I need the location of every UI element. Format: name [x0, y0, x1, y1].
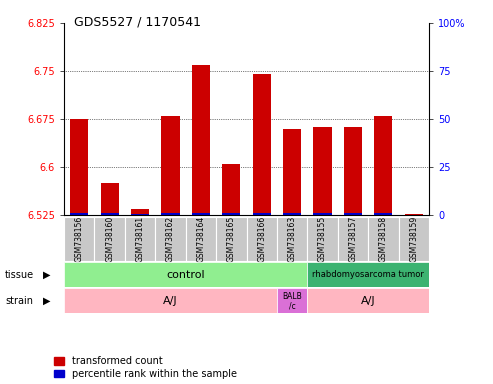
Bar — [405, 214, 423, 215]
Bar — [125, 217, 155, 261]
Text: GSM738157: GSM738157 — [349, 216, 357, 262]
Text: GSM738164: GSM738164 — [196, 216, 206, 262]
Bar — [131, 214, 149, 215]
Legend: transformed count, percentile rank within the sample: transformed count, percentile rank withi… — [54, 356, 237, 379]
Bar — [314, 127, 332, 215]
Bar — [161, 213, 179, 215]
Text: GSM738160: GSM738160 — [105, 216, 114, 262]
Text: A/J: A/J — [361, 296, 375, 306]
Bar — [277, 217, 307, 261]
Bar — [216, 217, 246, 261]
Bar — [344, 213, 362, 215]
Bar — [70, 119, 88, 215]
Text: GSM738162: GSM738162 — [166, 216, 175, 262]
Bar — [192, 65, 210, 215]
Text: GSM738158: GSM738158 — [379, 216, 388, 262]
Bar — [70, 213, 88, 215]
Bar — [374, 116, 392, 215]
Bar — [131, 209, 149, 215]
Bar — [64, 262, 307, 287]
Text: A/J: A/J — [163, 296, 178, 306]
Bar — [283, 213, 301, 215]
Text: ▶: ▶ — [43, 296, 50, 306]
Text: GSM738163: GSM738163 — [287, 216, 297, 262]
Text: GSM738156: GSM738156 — [75, 216, 84, 262]
Text: strain: strain — [5, 296, 33, 306]
Bar — [101, 213, 119, 215]
Text: rhabdomyosarcoma tumor: rhabdomyosarcoma tumor — [312, 270, 424, 279]
Bar — [252, 74, 271, 215]
Text: GSM738166: GSM738166 — [257, 216, 266, 262]
Bar — [95, 217, 125, 261]
Bar — [101, 183, 119, 215]
Bar — [222, 164, 241, 215]
Text: control: control — [166, 270, 205, 280]
Bar — [307, 288, 429, 313]
Text: GSM738155: GSM738155 — [318, 216, 327, 262]
Bar — [283, 129, 301, 215]
Text: GSM738161: GSM738161 — [136, 216, 144, 262]
Bar — [374, 213, 392, 215]
Bar — [155, 217, 186, 261]
Bar — [314, 213, 332, 215]
Bar — [246, 217, 277, 261]
Text: BALB
/c: BALB /c — [282, 291, 302, 310]
Bar — [398, 217, 429, 261]
Text: ▶: ▶ — [43, 270, 50, 280]
Text: tissue: tissue — [5, 270, 34, 280]
Bar — [161, 116, 179, 215]
Bar — [64, 288, 277, 313]
Text: GDS5527 / 1170541: GDS5527 / 1170541 — [74, 15, 201, 28]
Bar — [252, 213, 271, 215]
Bar — [307, 217, 338, 261]
Bar — [277, 288, 307, 313]
Bar — [186, 217, 216, 261]
Text: GSM738159: GSM738159 — [409, 216, 418, 262]
Bar — [64, 217, 95, 261]
Bar — [338, 217, 368, 261]
Bar — [192, 213, 210, 215]
Bar — [222, 213, 241, 215]
Bar — [307, 262, 429, 287]
Bar — [368, 217, 398, 261]
Text: GSM738165: GSM738165 — [227, 216, 236, 262]
Bar — [344, 127, 362, 215]
